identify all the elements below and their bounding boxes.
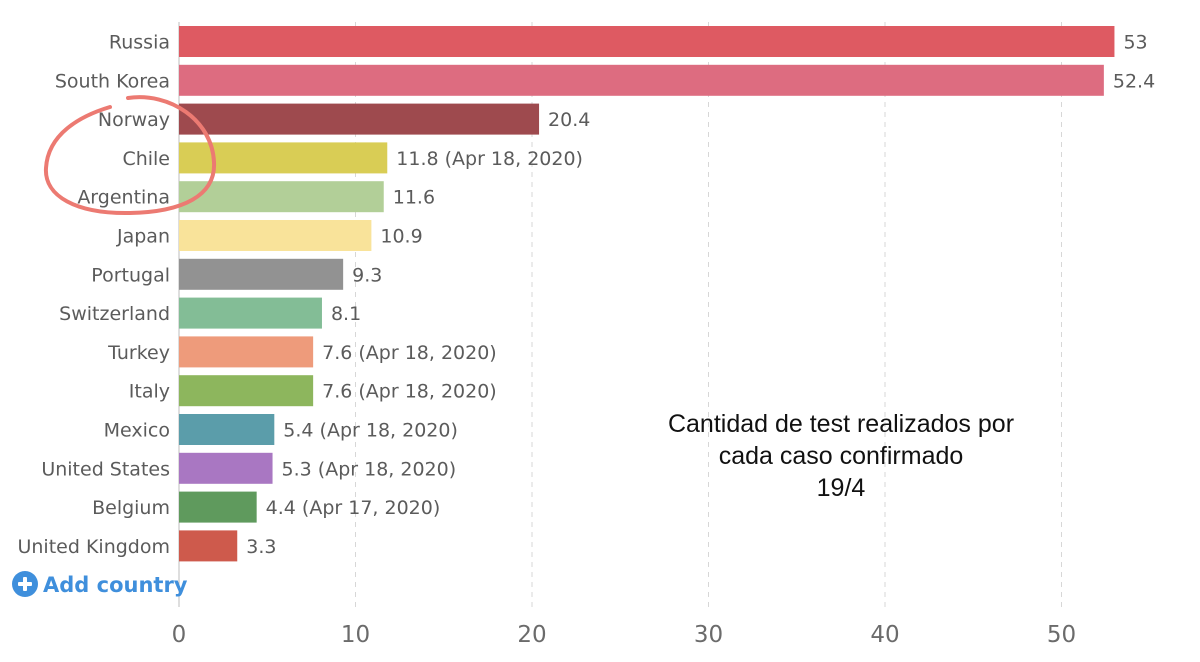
bar-italy: [179, 375, 314, 407]
bar-portugal: [179, 258, 344, 290]
highlight-circle: [43, 95, 217, 216]
country-label: Argentina: [77, 187, 170, 209]
bar-belgium: [179, 491, 257, 523]
value-labels: 53 52.4 20.4 11.8 (Apr 18, 2020) 11.6 10.9 9.3…: [246, 32, 1155, 558]
x-tick-label: 30: [694, 622, 723, 648]
country-label: Turkey: [107, 342, 170, 364]
country-label: Japan: [116, 226, 170, 248]
bar-russia: [179, 26, 1115, 57]
add-country-button[interactable]: Add country: [12, 571, 188, 597]
value-label: 7.6 (Apr 18, 2020): [322, 381, 497, 403]
value-label: 20.4: [548, 109, 590, 131]
value-label: 4.4 (Apr 17, 2020): [266, 497, 441, 519]
value-label: 53: [1123, 32, 1147, 54]
value-label: 3.3: [246, 536, 276, 558]
bar-switzerland: [179, 297, 322, 329]
annotation-line-2: cada caso confirmado: [719, 442, 964, 470]
x-tick-label: 0: [172, 622, 187, 648]
bar-argentina: [179, 181, 384, 213]
value-label: 5.3 (Apr 18, 2020): [282, 458, 457, 480]
country-label: United States: [41, 458, 170, 480]
bars: [179, 26, 1115, 562]
country-label: Russia: [109, 32, 170, 54]
annotation-text: Cantidad de test realizados por cada cas…: [668, 410, 1014, 502]
country-labels: Russia South Korea Norway Chile Argentina Jap…: [17, 32, 170, 558]
bar-united-kingdom: [179, 530, 238, 562]
country-label: Belgium: [92, 497, 170, 519]
country-label: Mexico: [104, 420, 170, 442]
value-label: 7.6 (Apr 18, 2020): [322, 342, 497, 364]
annotation-line-1: Cantidad de test realizados por: [668, 410, 1014, 438]
bar-japan: [179, 220, 372, 251]
x-tick-label: 10: [341, 622, 370, 648]
bar-south-korea: [179, 64, 1104, 96]
x-tick-label: 40: [870, 622, 899, 648]
bar-united-states: [179, 452, 273, 484]
value-label: 11.6: [393, 187, 435, 209]
country-label: South Korea: [55, 70, 170, 92]
add-country-label[interactable]: Add country: [43, 573, 188, 597]
country-label: Chile: [122, 148, 170, 170]
country-label: Portugal: [91, 264, 170, 286]
value-label: 10.9: [380, 226, 422, 248]
country-label: Norway: [98, 109, 170, 131]
country-label: United Kingdom: [17, 536, 170, 558]
country-label: Italy: [129, 381, 170, 403]
x-tick-label: 50: [1047, 622, 1076, 648]
x-tick-label: 20: [517, 622, 546, 648]
x-axis-ticks: 0 10 20 30 40 50: [172, 622, 1076, 648]
country-label: Switzerland: [59, 303, 170, 325]
value-label: 52.4: [1113, 70, 1155, 92]
value-label: 11.8 (Apr 18, 2020): [396, 148, 583, 170]
value-label: 8.1: [331, 303, 361, 325]
annotation-line-3: 19/4: [817, 474, 866, 502]
bar-mexico: [179, 414, 275, 445]
bar-turkey: [179, 336, 314, 368]
value-label: 5.4 (Apr 18, 2020): [283, 420, 458, 442]
value-label: 9.3: [352, 264, 382, 286]
bar-norway: [179, 103, 540, 135]
plus-circle-icon: [12, 571, 38, 597]
